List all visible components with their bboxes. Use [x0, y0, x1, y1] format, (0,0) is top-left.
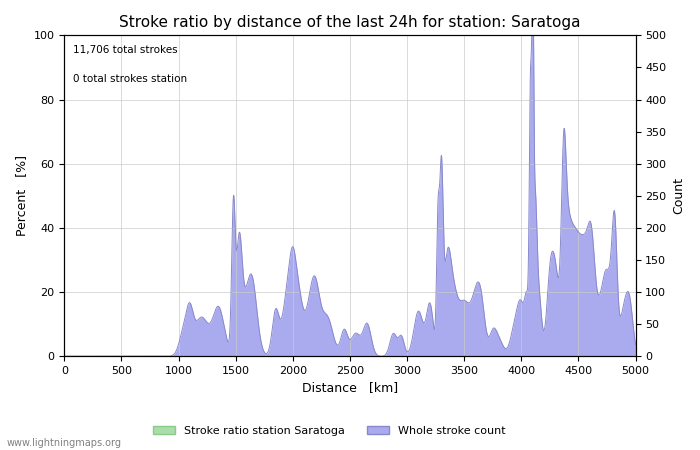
Text: www.lightningmaps.org: www.lightningmaps.org — [7, 438, 122, 448]
X-axis label: Distance   [km]: Distance [km] — [302, 382, 398, 395]
Y-axis label: Count: Count — [672, 177, 685, 214]
Legend: Stroke ratio station Saratoga, Whole stroke count: Stroke ratio station Saratoga, Whole str… — [148, 421, 510, 440]
Text: 11,706 total strokes: 11,706 total strokes — [73, 45, 178, 55]
Title: Stroke ratio by distance of the last 24h for station: Saratoga: Stroke ratio by distance of the last 24h… — [119, 15, 581, 30]
Text: 0 total strokes station: 0 total strokes station — [73, 74, 187, 84]
Y-axis label: Percent   [%]: Percent [%] — [15, 155, 28, 236]
